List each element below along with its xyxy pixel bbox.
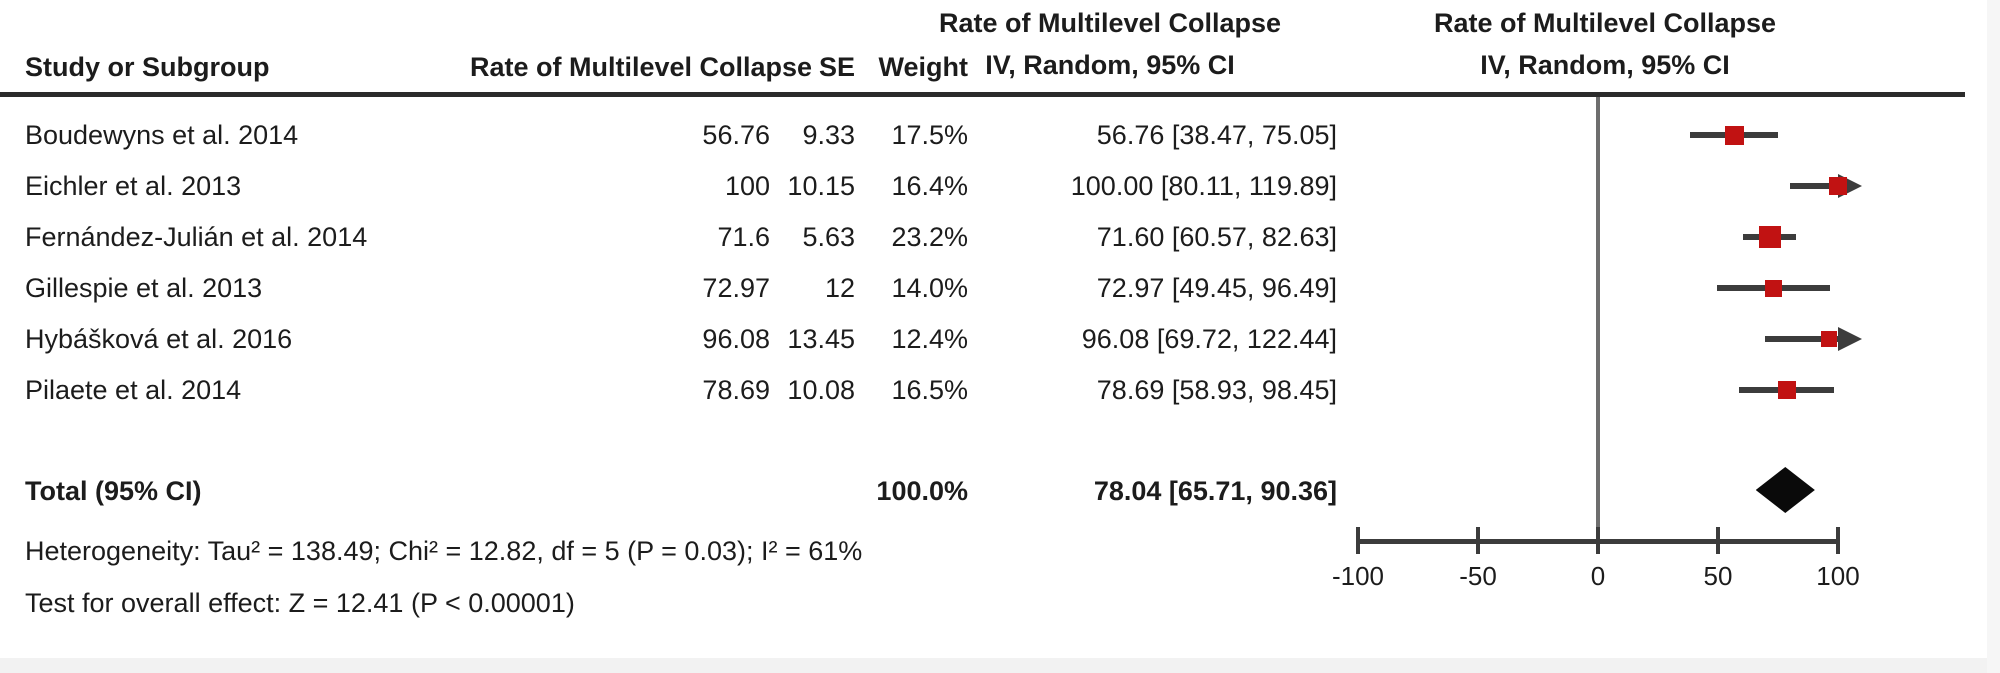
ci-arrow-right: [1838, 327, 1862, 351]
axis-tick-label: 0: [1590, 561, 1606, 591]
table-row: Pilaete et al. 2014 78.69 10.08 16.5% 78…: [0, 372, 1345, 408]
study-name-cell: Fernández-Julián et al. 2014: [25, 222, 368, 252]
table-row: Eichler et al. 2013 100 10.15 16.4% 100.…: [0, 168, 1345, 204]
total-weight: 100.0%: [876, 476, 968, 506]
plot-column-header-line1: Rate of Multilevel Collapse: [1433, 8, 1777, 38]
weight-cell: 12.4%: [891, 324, 968, 354]
rate-cell: 71.6: [717, 222, 770, 252]
confidence-interval-line: [1765, 336, 1838, 342]
point-estimate-marker: [1820, 331, 1837, 347]
axis-tick-label: 100: [1816, 561, 1860, 591]
ci-text-cell: 96.08 [69.72, 122.44]: [1081, 324, 1337, 354]
header-divider-rule: [0, 92, 1965, 97]
study-name-cell: Gillespie et al. 2013: [25, 273, 263, 303]
point-estimate-marker: [1758, 226, 1781, 248]
se-cell: 9.33: [802, 120, 855, 150]
table-row: Boudewyns et al. 2014 56.76 9.33 17.5% 5…: [0, 117, 1345, 153]
study-name-cell: Pilaete et al. 2014: [25, 375, 242, 405]
axis-tick-label: -50: [1459, 561, 1497, 591]
ci-text-cell: 78.69 [58.93, 98.45]: [1096, 375, 1337, 405]
table-row: Gillespie et al. 2013 72.97 12 14.0% 72.…: [0, 270, 1345, 306]
table-row: Fernández-Julián et al. 2014 71.6 5.63 2…: [0, 219, 1345, 255]
axis-tick-label: 50: [1703, 561, 1733, 591]
se-cell: 10.08: [787, 375, 855, 405]
point-estimate-marker: [1829, 177, 1847, 195]
ci-text-cell: 72.97 [49.45, 96.49]: [1096, 273, 1337, 303]
weight-cell: 16.5%: [891, 375, 968, 405]
axis-tick: [1356, 527, 1360, 554]
axis-tick: [1836, 527, 1840, 554]
axis-tick-label: -100: [1331, 561, 1385, 591]
axis-tick: [1596, 527, 1600, 554]
total-ci-text: 78.04 [65.71, 90.36]: [1093, 476, 1337, 506]
point-estimate-marker: [1724, 125, 1744, 145]
ci-text-cell: 71.60 [60.57, 82.63]: [1096, 222, 1337, 252]
total-row: Total (95% CI) 100.0% 78.04 [65.71, 90.3…: [0, 473, 1345, 509]
se-cell: 13.45: [787, 324, 855, 354]
study-column-header: Study or Subgroup: [25, 52, 270, 82]
weight-cell: 23.2%: [891, 222, 968, 252]
table-row: Hybášková et al. 2016 96.08 13.45 12.4% …: [0, 321, 1345, 357]
se-cell: 5.63: [802, 222, 855, 252]
se-cell: 12: [824, 273, 855, 303]
rate-cell: 72.97: [702, 273, 770, 303]
heterogeneity-text: Heterogeneity: Tau² = 138.49; Chi² = 12.…: [25, 536, 863, 566]
ci-text-cell: 100.00 [80.11, 119.89]: [1070, 171, 1337, 201]
study-name-cell: Eichler et al. 2013: [25, 171, 242, 201]
rate-cell: 100: [724, 171, 770, 201]
point-estimate-marker: [1764, 279, 1782, 297]
weight-cell: 17.5%: [891, 120, 968, 150]
rate-cell: 96.08: [702, 324, 770, 354]
study-name-cell: Hybášková et al. 2016: [25, 324, 293, 354]
rate-column-header: Rate of Multilevel Collapse: [470, 52, 813, 82]
weight-column-header: Weight: [878, 52, 969, 82]
se-column-header: SE: [818, 52, 855, 82]
point-estimate-marker: [1777, 381, 1796, 399]
bottom-edge-strip: [0, 658, 2000, 673]
se-cell: 10.15: [787, 171, 855, 201]
axis-tick: [1476, 527, 1480, 554]
study-name-cell: Boudewyns et al. 2014: [25, 120, 299, 150]
weight-cell: 14.0%: [891, 273, 968, 303]
rate-cell: 78.69: [702, 375, 770, 405]
weight-cell: 16.4%: [891, 171, 968, 201]
overall-effect-text: Test for overall effect: Z = 12.41 (P < …: [25, 588, 575, 618]
total-label: Total (95% CI): [25, 476, 202, 506]
axis-tick: [1716, 527, 1720, 554]
effect-column-header-line1: Rate of Multilevel Collapse: [938, 8, 1282, 38]
plot-column-header-line2: IV, Random, 95% CI: [1480, 50, 1730, 80]
confidence-interval-line: [1790, 183, 1838, 189]
right-edge-strip: [1987, 0, 2000, 673]
rate-cell: 56.76: [702, 120, 770, 150]
effect-column-header-line2: IV, Random, 95% CI: [985, 50, 1235, 80]
total-diamond: [1755, 467, 1815, 513]
zero-effect-line: [1596, 97, 1600, 545]
ci-text-cell: 56.76 [38.47, 75.05]: [1096, 120, 1337, 150]
